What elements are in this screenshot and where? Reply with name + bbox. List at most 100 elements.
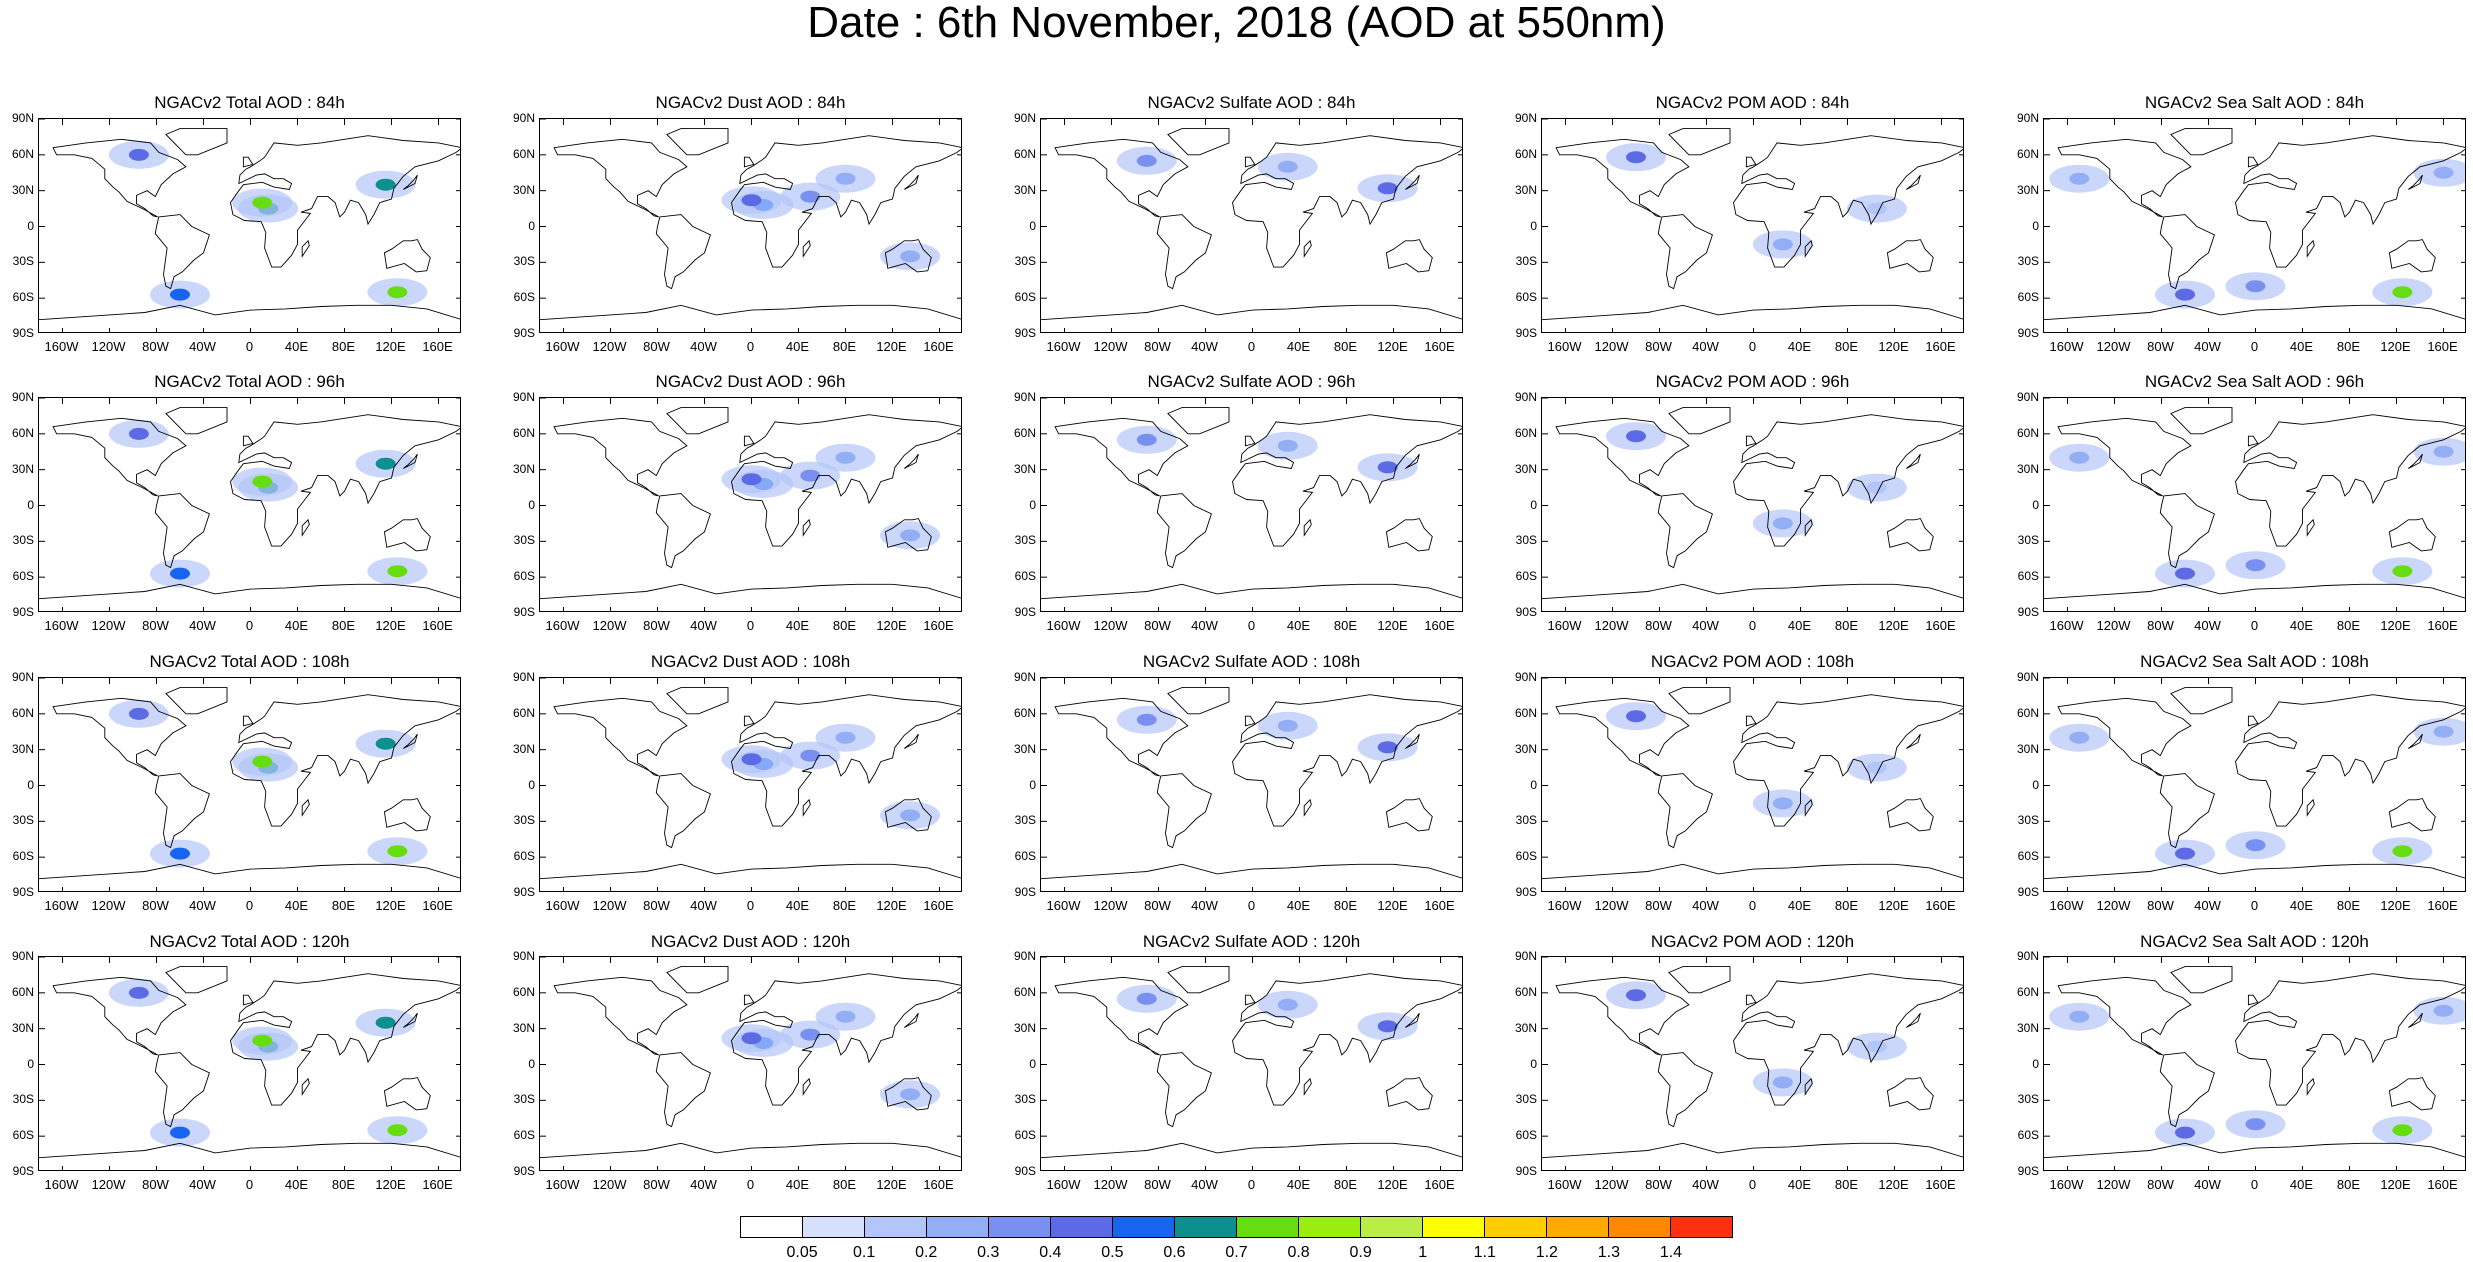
lat-label: 30N [1013, 182, 1036, 197]
coastline-antarctica [1542, 304, 1963, 321]
lon-label: 120W [592, 1177, 627, 1192]
coastline-antarctica [1041, 583, 1462, 600]
aod-hotspot-core [2175, 1126, 2195, 1139]
colorbar-tick-label: 0.5 [1101, 1244, 1124, 1261]
lon-label: 40W [189, 339, 216, 354]
aod-hotspot-core [170, 567, 190, 580]
map-background [1542, 957, 1963, 1170]
lat-label: 30N [2016, 182, 2039, 197]
map-background [1041, 119, 1462, 332]
coastline-south-america [2159, 773, 2215, 849]
lon-label: 40W [1191, 618, 1218, 633]
lat-label: 60N [2016, 425, 2039, 440]
coastline-madagascar [802, 239, 811, 258]
coastline-antarctica [1041, 304, 1462, 321]
coastline-madagascar [1303, 1077, 1312, 1096]
lon-label: 160W [2049, 898, 2084, 913]
aod-hotspot-core [900, 1088, 921, 1101]
colorbar-tick-label: 1 [1418, 1244, 1428, 1261]
coastline-south-america [154, 773, 210, 849]
aod-hotspot-core [2245, 280, 2266, 293]
lat-label: 60N [2016, 146, 2039, 161]
coastline-eurasia-africa [1733, 414, 1963, 547]
aod-hotspot-core [1626, 430, 1646, 443]
aod-hotspot-core [375, 1016, 396, 1029]
lon-label: 40W [2194, 618, 2221, 633]
lon-label: 40E [1787, 618, 1812, 633]
lat-label: 90S [12, 326, 34, 340]
coastline-antarctica [540, 304, 961, 321]
lat-label: 90S [513, 605, 535, 619]
aod-hotspot-core [1866, 1040, 1887, 1053]
lat-label: 30N [1514, 741, 1537, 756]
coastline-uk [242, 715, 254, 727]
coastline-eurasia-africa [2235, 973, 2465, 1106]
map-panel [2043, 397, 2466, 612]
coastline-north-america [553, 976, 688, 1056]
lon-label: 0 [746, 339, 755, 354]
lon-label: 120W [1594, 339, 1629, 354]
coastline-eurasia-africa [731, 694, 961, 827]
lon-label: 0 [1748, 339, 1757, 354]
coastline-madagascar [802, 518, 811, 537]
aod-hotspot-core [1772, 517, 1793, 530]
coastline-madagascar [1804, 239, 1813, 258]
coastline-greenland [1167, 687, 1230, 715]
lon-label: 80W [2147, 1177, 2174, 1192]
map-svg [1542, 957, 1963, 1170]
aod-hotspot-core [2069, 1010, 2090, 1023]
lat-label: 60S [513, 849, 535, 864]
coastline-japan [1405, 453, 1420, 469]
lon-label: 80E [832, 898, 857, 913]
aod-hotspot-core [2245, 1118, 2266, 1131]
coastline-greenland [165, 966, 228, 994]
lat-label: 90S [513, 326, 535, 340]
lat-label: 90S [12, 605, 34, 619]
lat-label: 60N [1013, 984, 1036, 999]
coastline-australia [2388, 1077, 2436, 1111]
map-panel [539, 677, 962, 892]
lat-label: 90N [2016, 670, 2039, 684]
lat-label: 30S [1515, 533, 1537, 548]
lon-label: 120W [2096, 898, 2131, 913]
coastline-greenland [2170, 407, 2233, 435]
lon-label: 120E [1878, 339, 1909, 354]
coastline-australia [884, 798, 932, 832]
lon-label: 40E [1787, 898, 1812, 913]
map-panel [539, 397, 962, 612]
coastline-eurasia-africa [1232, 135, 1462, 268]
coastline-australia [2388, 518, 2436, 552]
aod-hotspot-core [835, 731, 856, 744]
coastline-antarctica [39, 583, 460, 600]
map-background [1542, 119, 1963, 332]
map-svg [540, 119, 961, 332]
colorbar-swatch [1423, 1217, 1485, 1237]
lat-label: 0 [27, 497, 34, 512]
lon-label: 160W [1046, 618, 1081, 633]
lon-label: 160W [545, 618, 580, 633]
coastline-australia [1385, 518, 1433, 552]
aod-hotspot-core [1866, 761, 1887, 774]
colorbar-swatch [1175, 1217, 1237, 1237]
map-panel [2043, 956, 2466, 1171]
lon-label: 40E [2289, 1177, 2314, 1192]
panel-title: NGACv2 Total AOD : 108h [149, 652, 350, 671]
lon-label: 80W [1144, 1177, 1171, 1192]
aod-hotspot-core [741, 1032, 762, 1045]
coastline-australia [383, 518, 431, 552]
lon-label: 0 [746, 618, 755, 633]
panel-title: NGACv2 Sea Salt AOD : 96h [2144, 372, 2365, 391]
lat-label: 90N [512, 949, 535, 963]
lon-label: 120E [876, 618, 907, 633]
coastline-antarctica [39, 863, 460, 880]
lon-label: 160E [422, 618, 453, 633]
lat-label: 30S [12, 813, 34, 828]
map-panel [1040, 956, 1463, 1171]
lat-label: 90S [513, 885, 535, 899]
coastline-madagascar [1303, 798, 1312, 817]
map-svg [1542, 119, 1963, 332]
lat-label: 60N [1013, 146, 1036, 161]
aod-hotspot-core [2433, 1004, 2454, 1017]
panel-title: NGACv2 Total AOD : 96h [154, 372, 345, 391]
coastline-eurasia-africa [1232, 973, 1462, 1106]
